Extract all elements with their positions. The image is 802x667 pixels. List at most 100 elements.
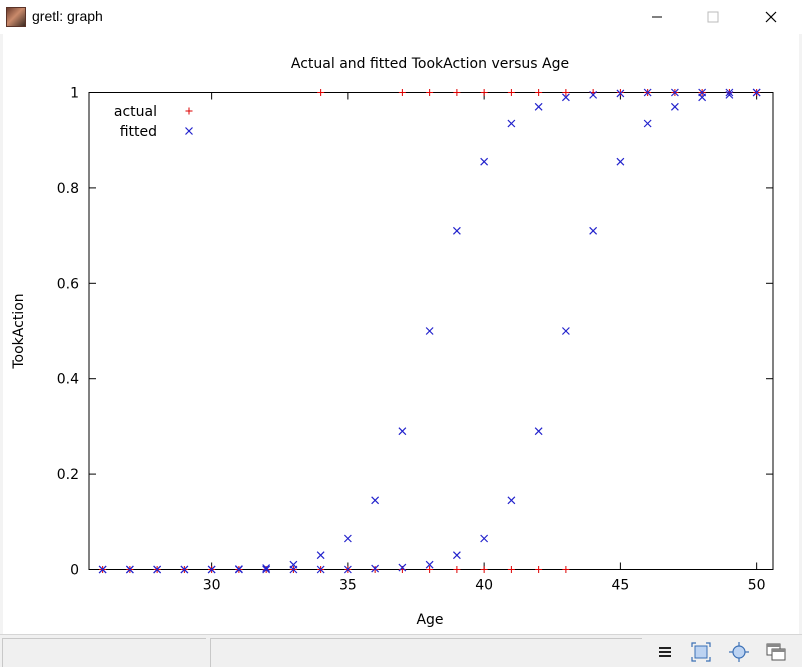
maximize-button[interactable] (690, 0, 736, 34)
fitted-point (398, 427, 407, 436)
fitted-point (207, 565, 216, 574)
windows-button[interactable] (763, 639, 789, 665)
fitted-point (343, 565, 352, 574)
app-icon (6, 7, 26, 27)
fitted-point (752, 88, 761, 97)
maximize-icon (707, 11, 719, 23)
y-tick-label: 1 (70, 86, 79, 102)
y-tick-label: 0.4 (57, 372, 79, 388)
y-tick-label: 0.2 (57, 467, 79, 483)
actual-point (507, 566, 515, 573)
zoom-icon (691, 642, 711, 662)
actual-point (371, 566, 379, 573)
fitted-point (507, 496, 516, 505)
fitted-point (507, 119, 516, 128)
actual-point (616, 89, 624, 96)
y-tick-label: 0.6 (57, 276, 79, 292)
fitted-point (643, 88, 652, 97)
fitted-point (534, 102, 543, 111)
fitted-point (534, 427, 543, 436)
fitted-point (561, 327, 570, 335)
fitted-point (425, 327, 434, 335)
fitted-point (371, 496, 380, 505)
actual-point (480, 566, 488, 573)
close-button[interactable] (748, 0, 794, 34)
y-axis-label: TookAction (11, 293, 27, 369)
fitted-point (425, 560, 434, 569)
zoom-button[interactable] (688, 639, 714, 665)
fitted-point (343, 534, 352, 543)
actual-point (426, 566, 434, 573)
actual-point (317, 89, 325, 96)
actual-point (453, 89, 461, 96)
fitted-point (98, 565, 107, 574)
fitted-point (371, 564, 380, 573)
center-icon (729, 642, 749, 662)
actual-point (426, 89, 434, 96)
axis-ticks: 30 35 40 45 50 0 0.2 0.4 0.6 0.8 1 (57, 86, 773, 594)
right-border (799, 34, 802, 634)
fitted-point (316, 551, 325, 560)
y-tick-label: 0.8 (57, 181, 79, 197)
legend-label-fitted: fitted (120, 124, 157, 140)
actual-point (562, 566, 570, 573)
fitted-point (125, 565, 134, 574)
graph-canvas[interactable]: Actual and fitted TookAction versus Age … (0, 34, 802, 634)
fitted-point (725, 90, 734, 99)
x-tick-label: 40 (475, 578, 493, 594)
status-field-2 (210, 638, 642, 667)
x-tick-label: 30 (203, 578, 221, 594)
x-tick-label: 50 (748, 578, 766, 594)
fitted-point (398, 563, 407, 572)
y-tick-label: 0 (70, 563, 79, 579)
actual-point (535, 89, 543, 96)
legend-actual-symbol (185, 107, 193, 115)
fitted-point (561, 93, 570, 102)
fitted-point (643, 119, 652, 128)
fitted-point (262, 564, 271, 572)
x-tick-label: 45 (611, 578, 629, 594)
menu-icon (659, 647, 671, 657)
fitted-point (316, 565, 325, 574)
x-tick-label: 35 (339, 578, 357, 594)
fitted-point (616, 89, 625, 98)
legend-fitted-symbol (185, 127, 193, 135)
actual-point (507, 89, 515, 96)
fitted-point (452, 551, 461, 560)
title-bar: gretl: graph (0, 0, 802, 34)
actual-point (453, 566, 461, 573)
plot-frame (88, 92, 774, 570)
actual-point (562, 89, 570, 96)
fitted-point (670, 88, 679, 97)
left-border (0, 34, 3, 634)
menu-button[interactable] (652, 639, 678, 665)
fitted-point (480, 157, 489, 166)
fitted-point (180, 565, 189, 574)
minimize-icon (652, 16, 662, 18)
fitted-point (234, 565, 243, 573)
fitted-point (480, 534, 489, 543)
fitted-point (725, 88, 734, 97)
status-bar (0, 634, 802, 667)
chart-title: Actual and fitted TookAction versus Age (291, 56, 569, 72)
fitted-point (670, 102, 679, 111)
fitted-point (262, 565, 271, 574)
legend-label-actual: actual (114, 104, 157, 120)
status-field-1 (2, 638, 206, 667)
data-marks (98, 88, 761, 574)
x-axis-label: Age (416, 612, 443, 628)
fitted-point (698, 88, 707, 97)
center-button[interactable] (726, 639, 752, 665)
fitted-point (452, 226, 461, 235)
close-icon (765, 11, 777, 23)
fitted-point (153, 565, 162, 574)
windows-icon (766, 643, 786, 661)
fitted-point (289, 560, 298, 569)
window-title: gretl: graph (32, 8, 103, 24)
fitted-point (616, 157, 625, 166)
legend-marker-fitted (185, 127, 193, 135)
legend-marker-actual (185, 107, 193, 115)
actual-point (480, 89, 488, 96)
minimize-button[interactable] (634, 0, 680, 34)
fitted-point (589, 226, 598, 235)
